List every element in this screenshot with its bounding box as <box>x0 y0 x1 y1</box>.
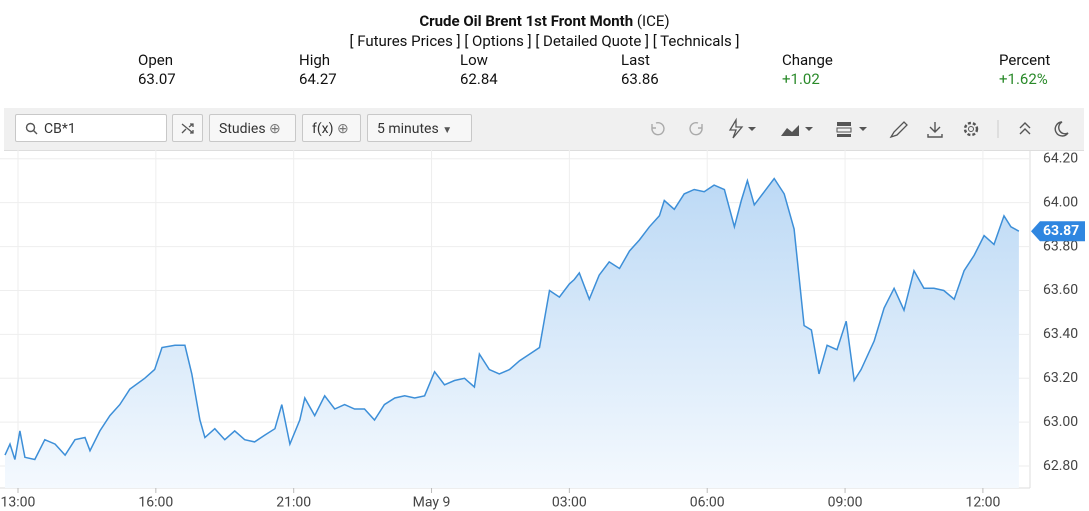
y-tick-label: 62.80 <box>1043 458 1078 474</box>
x-tick-label: 12:00 <box>965 495 1000 511</box>
y-tick-label: 64.20 <box>1043 150 1078 166</box>
y-tick-label: 64.00 <box>1043 194 1078 210</box>
quote-label: High <box>299 51 331 69</box>
quote-label: Open <box>138 51 173 69</box>
quote-value: 62.84 <box>460 70 498 88</box>
icon <box>181 123 194 134</box>
quote-label: Low <box>460 51 488 69</box>
quote-value: +1.62% <box>999 70 1048 88</box>
x-tick-label: 06:00 <box>690 495 725 511</box>
compare-button[interactable] <box>172 114 203 142</box>
last-price-tag <box>1031 221 1085 242</box>
x-tick-label: 21:00 <box>276 495 311 511</box>
quote-value: 63.07 <box>138 70 176 88</box>
interval-button[interactable]: 5 minutes ▼ <box>367 114 472 142</box>
x-tick-label: 09:00 <box>828 495 863 511</box>
symbol-input[interactable]: CB*1 <box>15 114 167 142</box>
quote-label: Change <box>782 51 833 69</box>
title: Crude Oil Brent 1st Front Month (ICE) <box>0 12 1089 30</box>
area <box>5 178 1019 488</box>
links: [ Futures Prices ] [ Options ] [ Detaile… <box>0 32 1089 50</box>
exchange: (ICE) <box>636 12 670 30</box>
interval: 5 minutes <box>377 121 439 137</box>
y-tick-label: 63.60 <box>1043 282 1078 298</box>
link[interactable]: [ Detailed Quote ] <box>535 32 650 50</box>
fx: f(x) <box>312 121 334 137</box>
fx-button[interactable]: f(x) ⊕ <box>302 114 361 142</box>
search-icon <box>25 122 38 135</box>
toolbar-icons <box>651 117 1069 139</box>
symbol: CB*1 <box>44 121 76 137</box>
y-tick-label: 63.40 <box>1043 326 1078 342</box>
y-tick-label: 63.00 <box>1043 414 1078 430</box>
link[interactable]: [ Technicals ] <box>652 32 740 50</box>
y-tick-label: 63.80 <box>1043 238 1078 254</box>
quote-label: Last <box>621 51 650 69</box>
studies-button[interactable]: Studies ⊕ <box>209 114 296 142</box>
quote-value: 64.27 <box>299 70 337 88</box>
quote-label: Percent <box>999 51 1051 69</box>
link[interactable]: [ Futures Prices ] <box>349 32 461 50</box>
toolbar: CB*1 Studies ⊕ f(x) ⊕ 5 minutes ▼ <box>4 108 1084 151</box>
quote-value: 63.86 <box>621 70 659 88</box>
quote-value: +1.02 <box>782 70 820 88</box>
x-tick-label: 13:00 <box>1 495 36 511</box>
link[interactable]: [ Options ] <box>464 32 532 50</box>
price-line <box>4 177 1020 461</box>
x-tick-label: 03:00 <box>552 495 587 511</box>
y-tick-label: 63.20 <box>1043 370 1078 386</box>
studies: Studies <box>219 121 266 137</box>
last-price-label: 63.87 <box>1043 223 1079 239</box>
chart: 62.80 63.00 63.20 63.40 63.60 63.80 64.00 64.20… <box>0 150 1085 511</box>
instrument-name: Crude Oil Brent 1st Front Month <box>419 12 634 30</box>
x-tick-label: May 9 <box>413 495 451 511</box>
x-tick-label: 16:00 <box>138 495 173 511</box>
